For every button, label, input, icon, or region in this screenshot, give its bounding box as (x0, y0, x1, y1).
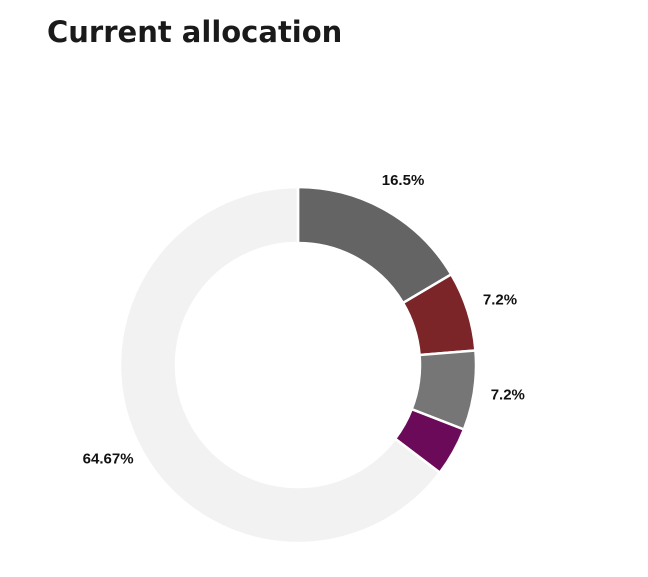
data-label: 64.67% (83, 450, 134, 467)
chart-title: Current allocation (47, 15, 342, 49)
data-label: 7.2% (491, 386, 525, 403)
data-label: 7.2% (483, 292, 517, 309)
donut-segment (118, 185, 442, 545)
donut-segment (296, 185, 453, 305)
data-label: 16.5% (382, 172, 425, 189)
